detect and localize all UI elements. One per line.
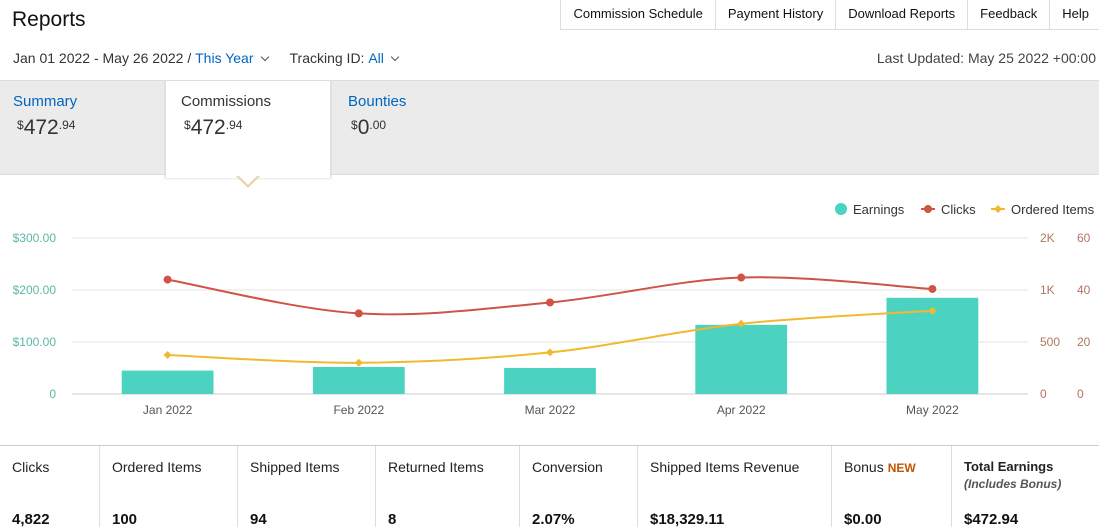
y-tick-label-clicks: 2K	[1040, 231, 1055, 245]
legend-clicks-icon-dot	[924, 205, 932, 213]
stat-bonus: Bonus NEW $0.00	[832, 446, 952, 527]
stat-value: $18,329.11	[650, 511, 725, 527]
stat-value: 94	[250, 511, 267, 527]
tab-summary[interactable]: Summary $472.94	[13, 81, 153, 176]
legend-earnings-label: Earnings	[853, 202, 905, 217]
tab-bounties-value: $0.00	[351, 116, 387, 139]
stat-value: $472.94	[964, 511, 1019, 527]
ordered-items-point	[928, 306, 937, 315]
legend-ordered-items-icon-diamond	[994, 205, 1002, 213]
stat-returned-items: Returned Items 8	[376, 446, 520, 527]
tab-commissions-value: $472.94	[184, 116, 243, 139]
tracking-id-label: Tracking ID:	[289, 50, 365, 66]
clicks-point	[928, 284, 937, 293]
legend-clicks-label: Clicks	[941, 202, 976, 217]
stats-bar: Clicks 4,822 Ordered Items 100 Shipped I…	[0, 445, 1099, 527]
stat-value: 4,822	[12, 511, 50, 527]
x-tick-label: Feb 2022	[333, 403, 384, 417]
top-nav: Commission Schedule Payment History Down…	[560, 0, 1099, 30]
clicks-line	[167, 276, 933, 316]
y-tick-label-left: 0	[49, 387, 56, 401]
page-title: Reports	[12, 8, 86, 31]
nav-download-reports[interactable]: Download Reports	[836, 0, 969, 29]
y-tick-label-left: $200.00	[13, 283, 57, 297]
stat-label: Shipped Items	[250, 459, 340, 475]
x-tick-label: Apr 2022	[717, 403, 766, 417]
ordered-items-point	[546, 348, 554, 357]
y-tick-label-left: $100.00	[13, 335, 57, 349]
nav-commission-schedule[interactable]: Commission Schedule	[561, 0, 716, 29]
stat-value: $0.00	[844, 511, 882, 527]
clicks-point	[546, 298, 554, 307]
stat-label: Total Earnings	[964, 459, 1054, 474]
earnings-bar	[312, 366, 405, 394]
earnings-bar	[695, 324, 788, 394]
stat-ordered-items: Ordered Items 100	[100, 446, 238, 527]
y-tick-label-items: 0	[1077, 387, 1084, 401]
stat-shipped-revenue: Shipped Items Revenue $18,329.11	[638, 446, 832, 527]
y-tick-label-left: $300.00	[13, 231, 57, 245]
filter-bar: Jan 01 2022 - May 26 2022 / This Year Tr…	[13, 50, 406, 66]
ordered-items-point	[163, 351, 172, 359]
y-tick-label-items: 60	[1077, 231, 1091, 245]
y-tick-label-clicks: 500	[1040, 335, 1060, 349]
nav-payment-history[interactable]: Payment History	[716, 0, 837, 29]
tracking-id-dropdown[interactable]: All	[368, 50, 384, 66]
nav-feedback[interactable]: Feedback	[968, 0, 1051, 29]
commissions-chart: $300.00 2K 60 $200.00 1K 40 $100.00 500 20 0 0 0 Jan…	[0, 190, 1099, 440]
summary-tabs: Summary $472.94 Commissions $472.94 Boun…	[0, 80, 1099, 178]
stat-sublabel: (Includes Bonus)	[964, 477, 1062, 491]
stat-clicks: Clicks 4,822	[0, 446, 100, 527]
y-tick-label-items: 40	[1077, 283, 1091, 297]
active-tab-pointer	[236, 175, 260, 188]
stat-label: Conversion	[532, 459, 603, 475]
chart-canvas: $300.00 2K 60 $200.00 1K 40 $100.00 500 20 0 0 0 Jan…	[13, 202, 1095, 417]
stat-label: Clicks	[12, 459, 50, 475]
y-tick-label-clicks: 0	[1040, 387, 1047, 401]
clicks-point	[737, 273, 746, 282]
tab-commissions-label: Commissions	[181, 93, 272, 110]
stat-label: Ordered Items	[112, 459, 202, 475]
clicks-point	[354, 309, 363, 318]
stat-value: 2.07%	[532, 511, 575, 527]
tab-summary-value: $472.94	[17, 116, 76, 139]
legend-ordered-items-label: Ordered Items	[1011, 202, 1095, 217]
stat-value: 100	[112, 511, 138, 527]
tab-commissions[interactable]: Commissions $472.94	[165, 80, 331, 178]
clicks-point	[163, 275, 172, 284]
y-tick-label-clicks: 1K	[1040, 283, 1055, 297]
stat-label: Bonus NEW	[844, 459, 916, 475]
x-tick-label: Jan 2022	[143, 403, 193, 417]
stat-value: 8	[388, 511, 397, 527]
stat-total-earnings: Total Earnings (Includes Bonus) $472.94	[952, 446, 1099, 527]
x-tick-label: Mar 2022	[525, 403, 576, 417]
tab-bounties-label: Bounties	[348, 93, 407, 110]
earnings-bar	[504, 368, 596, 394]
stat-label: Shipped Items Revenue	[650, 459, 800, 475]
tab-bounties[interactable]: Bounties $0.00	[348, 81, 488, 176]
period-dropdown[interactable]: This Year	[195, 50, 254, 66]
chevron-down-icon[interactable]	[390, 52, 400, 61]
ordered-items-point	[354, 358, 363, 367]
stat-conversion: Conversion 2.07%	[520, 446, 638, 527]
y-tick-label-items: 20	[1077, 335, 1091, 349]
chevron-down-icon[interactable]	[260, 52, 269, 61]
stat-shipped-items: Shipped Items 94	[238, 446, 376, 527]
date-range-label: Jan 01 2022 - May 26 2022 /	[13, 50, 192, 66]
ordered-items-point	[737, 319, 746, 328]
stat-label: Returned Items	[388, 459, 484, 475]
nav-help[interactable]: Help	[1062, 6, 1089, 21]
last-updated: Last Updated: May 25 2022 +00:00	[876, 50, 1096, 66]
legend-earnings-icon	[835, 203, 847, 215]
new-badge: NEW	[887, 461, 916, 475]
earnings-bar	[121, 370, 214, 394]
tab-summary-label: Summary	[13, 93, 78, 110]
x-tick-label: May 2022	[906, 403, 959, 417]
